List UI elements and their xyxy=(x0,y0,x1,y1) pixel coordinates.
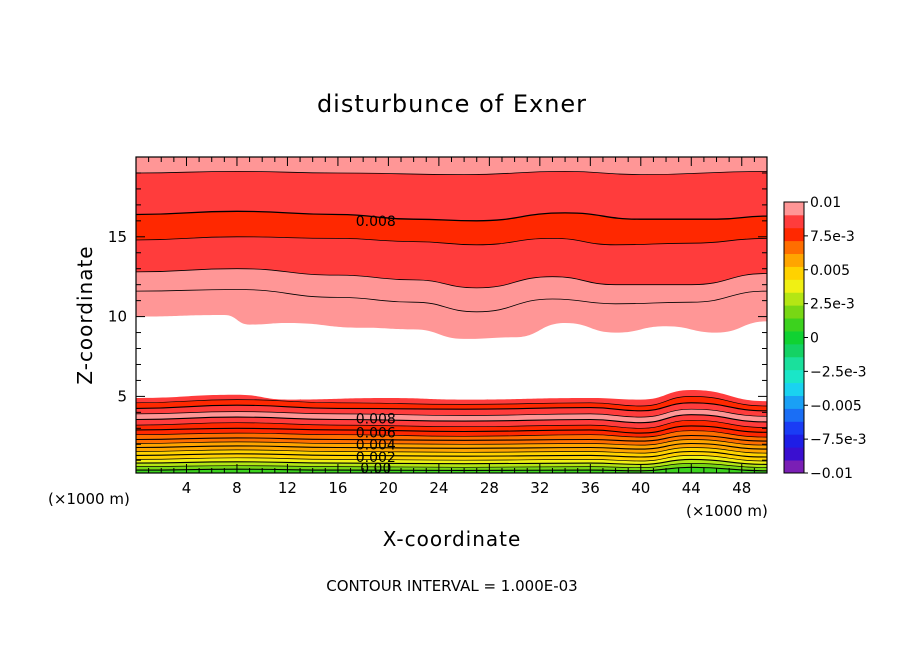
fill-band xyxy=(136,459,767,468)
fill-band xyxy=(136,211,767,245)
colorbar: 0.01 7.5e-3 0.005 2.5e-3 0 −2.5e-3 −0.005 −7.5e… xyxy=(783,195,867,482)
x-tick-label: 28 xyxy=(480,479,499,497)
fill-band xyxy=(136,467,767,473)
contour-line xyxy=(136,402,767,412)
x-axis-label: X-coordinate xyxy=(383,527,522,551)
contour-line xyxy=(136,450,767,458)
y-tick-label: 5 xyxy=(117,387,127,405)
contour-line xyxy=(136,463,767,468)
contour-label: 0.006 xyxy=(356,425,396,441)
contour-line xyxy=(136,430,767,438)
y-axis-ticks: 5 10 15 xyxy=(108,172,767,461)
x-tick-label: 48 xyxy=(732,479,751,497)
x-axis-ticks: 4 8 12 16 20 24 28 32 36 40 44 48 xyxy=(148,157,755,497)
contour-line xyxy=(136,408,767,418)
contour-label: 0.008 xyxy=(356,214,396,230)
x-tick-label: 32 xyxy=(530,479,549,497)
contour-line xyxy=(136,396,767,407)
colorbar-swatch xyxy=(784,356,804,371)
colorbar-swatch xyxy=(784,318,804,332)
fill-band xyxy=(136,289,767,339)
colorbar-tick-label: −0.01 xyxy=(810,466,853,482)
x-tick-label: 40 xyxy=(631,479,650,497)
contour-line xyxy=(136,414,767,424)
contour-line xyxy=(136,236,767,246)
fill-band xyxy=(136,463,767,471)
chart-title: disturbunce of Exner xyxy=(317,90,587,118)
colorbar-swatch xyxy=(784,279,804,293)
colorbar-swatch xyxy=(784,214,804,229)
contour-line xyxy=(136,442,767,450)
contour-line xyxy=(136,455,767,462)
colorbar-tick-label: −2.5e-3 xyxy=(810,364,867,380)
colorbar-swatch xyxy=(784,227,804,242)
colorbar-swatch xyxy=(784,395,804,409)
colorbar-swatch xyxy=(784,253,804,267)
fill-band xyxy=(136,171,767,221)
fill-band xyxy=(136,268,767,312)
colorbar-tick-label: 7.5e-3 xyxy=(810,229,855,245)
contour-line xyxy=(136,458,767,465)
x-tick-label: 4 xyxy=(182,479,192,497)
contour-label: 0.002 xyxy=(356,450,396,466)
colorbar-swatch xyxy=(784,408,804,422)
contour-lines xyxy=(136,170,767,472)
contour-line xyxy=(136,419,767,429)
colorbar-swatch xyxy=(784,447,804,461)
colorbar-swatch xyxy=(784,292,804,306)
colorbar-swatch xyxy=(784,266,804,280)
x-tick-label: 16 xyxy=(328,479,347,497)
x-tick-label: 44 xyxy=(682,479,701,497)
plot-area xyxy=(136,157,767,473)
colorbar-swatch xyxy=(784,421,804,435)
contour-line xyxy=(136,268,767,289)
x-tick-label: 12 xyxy=(278,479,297,497)
colorbar-tick-label: 2.5e-3 xyxy=(810,297,855,313)
colorbar-swatch xyxy=(784,202,804,216)
colorbar-tick-label: 0.01 xyxy=(810,195,841,211)
colorbar-swatch xyxy=(784,434,804,448)
contour-line xyxy=(136,447,767,454)
x-tick-label: 8 xyxy=(232,479,242,497)
x-unit-right: (×1000 m) xyxy=(686,502,768,520)
colorbar-swatch xyxy=(784,240,804,255)
fill-band xyxy=(136,409,767,423)
fill-band xyxy=(136,396,767,411)
y-tick-label: 15 xyxy=(108,228,127,246)
contour-line xyxy=(136,425,767,434)
fill-band xyxy=(136,157,767,175)
colorbar-swatch xyxy=(784,343,804,358)
colorbar-swatch xyxy=(784,382,804,396)
x-tick-label: 24 xyxy=(429,479,448,497)
contour-label: 0.004 xyxy=(356,437,396,453)
colorbar-swatch xyxy=(784,305,804,319)
colorbar-swatch xyxy=(784,460,804,474)
contour-line xyxy=(136,170,767,176)
contour-line xyxy=(136,466,767,472)
fill-band xyxy=(136,236,767,288)
contour-label: 0.008 xyxy=(356,412,396,428)
contour-interval-note: CONTOUR INTERVAL = 1.000E-03 xyxy=(326,577,577,595)
y-tick-label: 10 xyxy=(108,308,127,326)
fill-band xyxy=(136,390,767,406)
contour-line xyxy=(136,439,767,446)
colorbar-tick-label: −7.5e-3 xyxy=(810,432,867,448)
colorbar-swatch xyxy=(784,331,804,345)
x-unit-left: (×1000 m) xyxy=(48,490,130,508)
colorbar-tick-label: 0.005 xyxy=(810,263,850,279)
contour-line xyxy=(136,289,767,313)
x-tick-label: 20 xyxy=(379,479,398,497)
x-tick-label: 36 xyxy=(581,479,600,497)
contour-line xyxy=(136,434,767,442)
contour-line xyxy=(136,210,767,222)
colorbar-tick-label: −0.005 xyxy=(810,398,862,414)
contour-fills xyxy=(136,157,767,473)
fill-band xyxy=(136,402,767,418)
colorbar-tick-label: 0 xyxy=(810,331,819,347)
colorbar-swatch xyxy=(784,369,804,384)
y-axis-label: Z-coordinate xyxy=(73,245,97,384)
